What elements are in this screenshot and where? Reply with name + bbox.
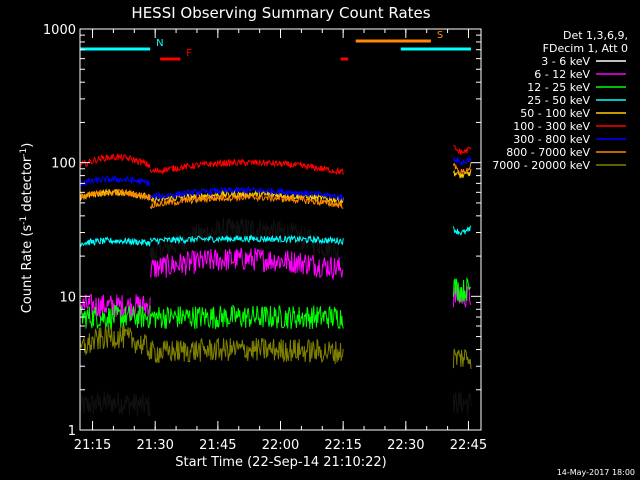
x-tick-label: 22:30 [387, 438, 424, 453]
series-line [452, 276, 472, 303]
legend-label: 3 - 6 keV [541, 55, 590, 68]
series-line [79, 175, 151, 187]
series-line [149, 234, 344, 246]
y-label-part2: detector [20, 156, 35, 216]
legend-label: 6 - 12 keV [534, 68, 590, 81]
flag-label: S [437, 30, 443, 41]
legend-label: 100 - 300 keV [513, 120, 590, 133]
series-line [79, 391, 151, 417]
legend-label: 50 - 100 keV [520, 107, 590, 120]
y-tick-label: 1000 [43, 23, 76, 38]
series-3 [79, 225, 472, 248]
legend-label: 7000 - 20000 keV [492, 159, 590, 172]
chart-title: HESSI Observing Summary Count Rates [131, 4, 430, 22]
data-layer [79, 144, 472, 417]
x-axis-label: Start Time (22-Sep-14 21:10:22) [175, 455, 386, 470]
series-line [149, 337, 344, 365]
legend-label: 300 - 800 keV [513, 133, 590, 146]
x-tick-label: 22:45 [450, 438, 487, 453]
x-tick-label: 21:45 [199, 438, 236, 453]
x-tick-label: 22:15 [324, 438, 361, 453]
series-line [452, 225, 472, 237]
series-line [452, 162, 472, 175]
series-line [453, 144, 472, 156]
y-tick-label: 100 [51, 157, 76, 172]
series-line [79, 188, 151, 201]
flag-label: N [156, 38, 163, 49]
series-5 [79, 144, 472, 176]
series-0 [79, 217, 472, 417]
legend-label: 12 - 25 keV [527, 81, 590, 94]
flag-F: F [160, 48, 349, 61]
timestamp: 14-May-2017 18:00 [557, 468, 635, 477]
series-8 [79, 325, 472, 369]
series-line [149, 247, 344, 281]
series-line [79, 304, 151, 330]
flag-layer: N F S [80, 30, 471, 61]
y-label-part3: ) [20, 143, 35, 148]
series-line [149, 217, 344, 268]
flag-N: N [80, 38, 471, 51]
series-6 [79, 156, 472, 202]
x-tick-label: 22:00 [262, 438, 299, 453]
series-2 [79, 276, 472, 330]
flag-label: F [186, 48, 192, 59]
series-line [452, 391, 472, 415]
axes-layer: 1 10 100 1000 21:15 21:30 21:45 22:00 22:15 22:30… [43, 23, 487, 453]
series-line [149, 192, 344, 209]
y-label-part1: Count Rate (s [20, 225, 35, 314]
flag-S: S [355, 30, 443, 43]
series-line [79, 236, 151, 248]
y-tick-label: 10 [59, 290, 76, 305]
series-7 [79, 162, 472, 209]
legend: Det 1,3,6,9, FDecim 1, Att 0 3 - 6 keV6 … [492, 29, 628, 172]
series-line [452, 284, 472, 308]
series-line [452, 156, 472, 166]
series-line [452, 348, 472, 369]
y-axis-label: Count Rate (s-1 detector-1) [19, 143, 35, 314]
y-tick-label: 1 [68, 424, 76, 439]
series-line [149, 157, 344, 176]
legend-header-1: Det 1,3,6,9, [563, 29, 628, 42]
y-label-sup2: -1 [19, 148, 29, 157]
series-line [149, 185, 344, 202]
y-label-sup1: -1 [19, 216, 29, 225]
x-tick-label: 21:15 [74, 438, 111, 453]
x-tick-label: 21:30 [136, 438, 173, 453]
series-line [149, 304, 344, 330]
series-1 [79, 247, 472, 319]
series-line [79, 325, 151, 360]
legend-header-2: FDecim 1, Att 0 [543, 42, 628, 55]
legend-label: 25 - 50 keV [527, 94, 590, 107]
legend-label: 800 - 7000 keV [506, 146, 590, 159]
series-line [79, 153, 151, 169]
